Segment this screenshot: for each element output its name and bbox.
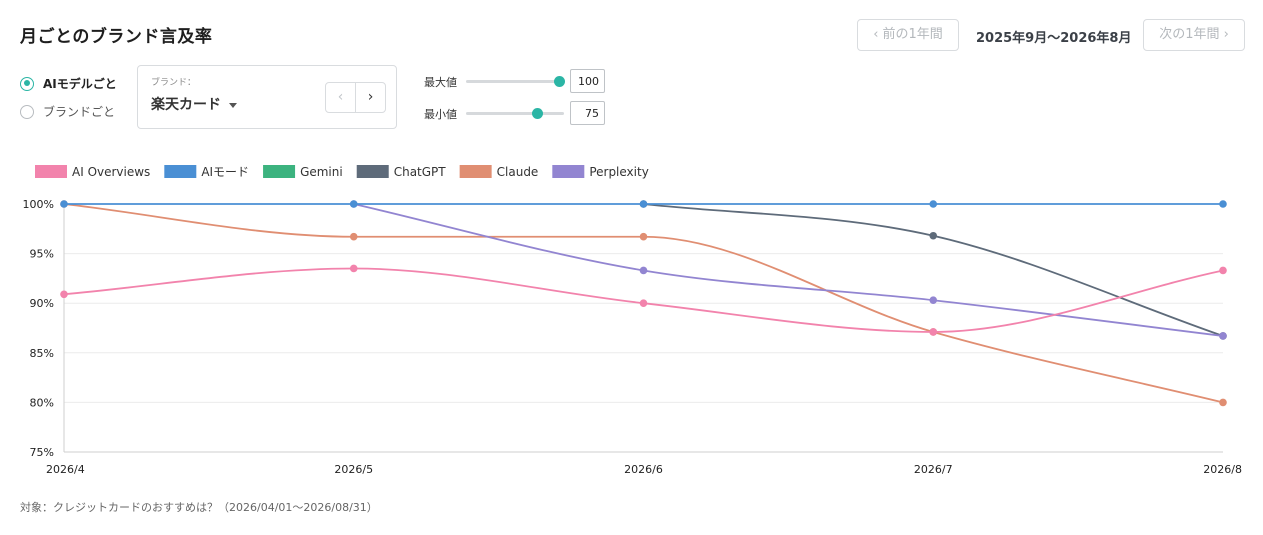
data-point [929, 200, 938, 208]
brand-dropdown-value: 楽天カード [151, 97, 221, 113]
data-point [60, 200, 68, 208]
radio-by-model-indicator[interactable] [20, 76, 34, 91]
caret-down-icon [229, 102, 237, 108]
y-tick-label: 90% [30, 297, 54, 310]
series-line [353, 203, 1224, 337]
legend-swatch [263, 165, 296, 178]
period-label: 2025年9月〜2026年8月 [976, 31, 1132, 46]
x-tick-label: 2026/5 [334, 463, 373, 476]
series-line [643, 203, 1224, 337]
legend-label: Gemini [300, 165, 343, 179]
y-tick-label: 95% [30, 248, 54, 261]
data-point [349, 232, 358, 241]
legend-label: AIモード [201, 165, 249, 179]
brand-selector: ブランド： 楽天カード ‹ › [137, 65, 397, 129]
legend-swatch [459, 165, 492, 178]
radio-by-brand-label: ブランドごと [43, 105, 116, 119]
max-value-input[interactable] [570, 69, 605, 93]
chevron-right-icon: › [367, 89, 374, 105]
radio-by-model-label: AIモデルごと [43, 77, 117, 91]
legend-swatch [164, 165, 197, 178]
min-value-label: 最小値 [424, 108, 457, 121]
max-value-slider-thumb[interactable] [554, 76, 566, 87]
data-point [60, 290, 68, 299]
next-year-button[interactable]: 次の1年間 › [1143, 19, 1245, 51]
legend-label: AI Overviews [72, 165, 150, 179]
min-value-slider[interactable] [466, 108, 564, 119]
radio-by-model[interactable]: AIモデルごと [20, 75, 117, 92]
radio-by-brand[interactable]: ブランドごと [20, 103, 115, 120]
x-tick-label: 2026/4 [46, 463, 85, 476]
brand-dropdown[interactable]: 楽天カード [151, 94, 237, 114]
y-tick-label: 75% [30, 446, 54, 459]
legend-label: Perplexity [589, 165, 649, 179]
brand-caption: ブランド： [151, 78, 197, 88]
data-point [349, 200, 358, 208]
data-point [929, 296, 938, 305]
min-value-slider-thumb[interactable] [531, 108, 543, 119]
legend-label: Claude [497, 165, 539, 179]
data-point [639, 200, 648, 208]
data-point [929, 231, 938, 240]
data-point [639, 299, 648, 307]
chevron-left-icon: ‹ [337, 89, 344, 105]
data-point [1219, 332, 1227, 340]
data-point [639, 232, 648, 241]
x-tick-label: 2026/8 [1203, 463, 1242, 476]
legend-swatch [552, 165, 585, 178]
mention-rate-line-chart: AI Overviews AIモード Gemini ChatGPT Claude Perp… [23, 165, 1242, 476]
max-value-slider[interactable] [466, 76, 566, 87]
legend-label: ChatGPT [394, 165, 447, 179]
data-point [1219, 200, 1227, 208]
data-point [929, 328, 938, 336]
min-value-input[interactable] [570, 101, 605, 125]
x-tick-label: 2026/6 [624, 463, 663, 476]
radio-by-brand-indicator[interactable] [20, 104, 34, 119]
max-value-label: 最大値 [424, 76, 457, 89]
x-tick-label: 2026/7 [914, 463, 953, 476]
legend-swatch [35, 165, 67, 178]
prev-year-button[interactable]: ‹ 前の1年間 [857, 19, 959, 51]
brand-next-button[interactable]: › [355, 82, 386, 113]
y-tick-label: 100% [23, 198, 54, 211]
footer-note: 対象：クレジットカードのおすすめは？（2026/04/01〜2026/08/31… [20, 501, 378, 514]
data-point [639, 266, 648, 275]
y-tick-label: 80% [30, 396, 54, 409]
data-point [1219, 266, 1227, 275]
legend-swatch [356, 165, 389, 178]
data-point [1219, 398, 1227, 407]
brand-prev-button[interactable]: ‹ [325, 82, 356, 113]
y-tick-label: 85% [30, 347, 54, 360]
page-title: 月ごとのブランド言及率 [20, 27, 213, 47]
data-point [349, 264, 358, 273]
